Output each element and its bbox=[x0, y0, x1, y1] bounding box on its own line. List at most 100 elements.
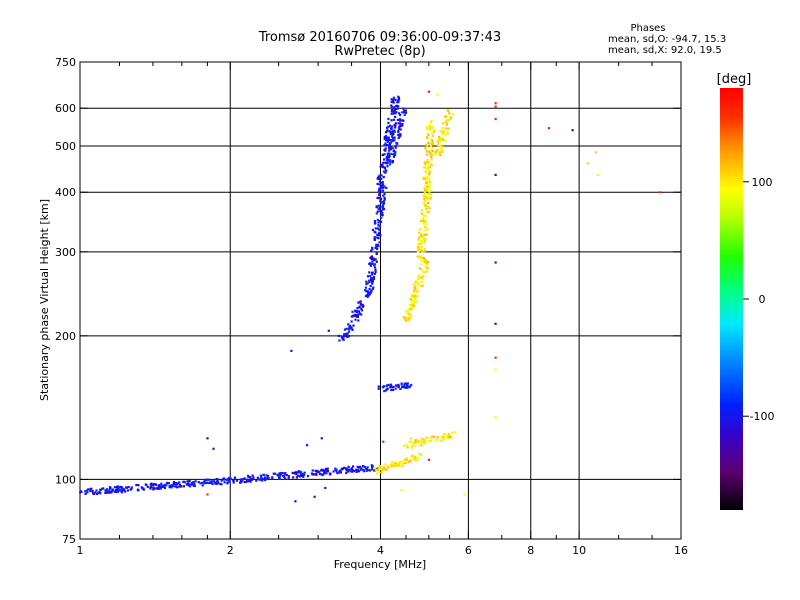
data-point bbox=[391, 125, 394, 128]
data-point bbox=[390, 100, 393, 104]
data-point bbox=[246, 480, 249, 483]
data-point bbox=[402, 119, 405, 122]
data-point bbox=[410, 456, 413, 459]
data-point bbox=[370, 249, 373, 252]
data-point bbox=[398, 118, 402, 121]
stats-x-mode: mean, sd,X: 92.0, 19.5 bbox=[608, 45, 722, 56]
data-point bbox=[114, 490, 117, 494]
data-point bbox=[345, 334, 348, 338]
data-point bbox=[376, 467, 379, 470]
data-point bbox=[377, 208, 380, 211]
data-point bbox=[200, 481, 204, 484]
data-point bbox=[375, 252, 378, 255]
data-point bbox=[371, 273, 374, 276]
data-point bbox=[384, 468, 387, 471]
data-point bbox=[426, 267, 429, 270]
y-tick-label: 100 bbox=[55, 473, 76, 486]
data-point bbox=[420, 444, 423, 447]
chart-subtitle: RwPretec (8p) bbox=[334, 44, 425, 59]
data-point bbox=[388, 141, 391, 145]
colorbar-label: [deg] bbox=[717, 72, 752, 87]
data-point bbox=[379, 183, 382, 186]
data-point bbox=[256, 476, 259, 479]
data-point bbox=[417, 282, 420, 285]
data-point bbox=[378, 193, 381, 197]
data-point bbox=[85, 489, 89, 492]
data-point bbox=[397, 99, 400, 102]
data-point bbox=[384, 171, 387, 174]
data-point bbox=[382, 202, 385, 206]
data-point bbox=[250, 478, 253, 481]
data-point bbox=[98, 490, 101, 494]
data-point bbox=[375, 212, 378, 215]
data-point bbox=[397, 133, 400, 137]
data-point bbox=[375, 206, 379, 209]
x-tick-label: 4 bbox=[377, 544, 384, 557]
data-point bbox=[386, 387, 389, 390]
data-point bbox=[419, 248, 422, 251]
data-point bbox=[382, 194, 385, 197]
data-point bbox=[414, 457, 417, 460]
data-point bbox=[178, 485, 181, 488]
data-point bbox=[362, 469, 365, 472]
data-point bbox=[404, 458, 408, 461]
data-point bbox=[427, 458, 431, 461]
data-point bbox=[347, 469, 350, 472]
data-point bbox=[387, 125, 390, 128]
data-point bbox=[336, 472, 339, 475]
data-point bbox=[411, 294, 414, 297]
data-point bbox=[422, 219, 425, 222]
data-point bbox=[417, 274, 421, 277]
stats-o-mode: mean, sd,O: -94.7, 15.3 bbox=[608, 34, 726, 45]
data-point bbox=[292, 471, 295, 474]
data-point bbox=[373, 263, 377, 266]
data-point bbox=[429, 189, 432, 193]
data-point bbox=[357, 310, 360, 313]
data-point bbox=[378, 225, 382, 228]
data-point bbox=[431, 134, 434, 138]
data-point bbox=[410, 305, 413, 308]
data-point bbox=[396, 101, 399, 104]
data-point bbox=[447, 118, 450, 121]
data-point bbox=[425, 153, 429, 156]
data-point bbox=[374, 270, 377, 273]
data-point bbox=[339, 471, 342, 474]
data-point bbox=[383, 153, 386, 156]
data-point bbox=[356, 307, 359, 310]
data-point bbox=[420, 235, 423, 238]
data-point bbox=[366, 295, 369, 298]
data-point bbox=[425, 181, 428, 184]
data-point bbox=[430, 158, 433, 161]
data-point bbox=[407, 308, 410, 311]
data-point bbox=[389, 127, 393, 130]
data-point bbox=[170, 486, 173, 489]
data-point bbox=[436, 436, 439, 439]
data-point bbox=[241, 478, 244, 481]
data-point bbox=[120, 488, 123, 491]
data-point bbox=[414, 439, 417, 442]
data-point bbox=[408, 317, 411, 320]
data-point bbox=[377, 190, 381, 193]
data-point bbox=[401, 122, 404, 126]
data-point bbox=[386, 152, 389, 155]
data-point bbox=[428, 170, 431, 173]
axis-ticks: 1 2 4 6 8 10 16 75 100 200 300 400 500 600 750 bbox=[55, 56, 688, 557]
data-point bbox=[357, 313, 360, 316]
data-point bbox=[378, 220, 381, 223]
data-point bbox=[431, 126, 434, 129]
data-point bbox=[381, 204, 384, 207]
data-point bbox=[426, 125, 429, 129]
data-point bbox=[379, 186, 382, 189]
data-point bbox=[422, 218, 425, 221]
data-point bbox=[314, 473, 317, 476]
data-point bbox=[409, 308, 412, 311]
data-point bbox=[423, 187, 426, 190]
data-point bbox=[280, 471, 283, 475]
data-point bbox=[199, 482, 202, 485]
data-point bbox=[287, 476, 290, 480]
data-point bbox=[429, 153, 432, 156]
data-point bbox=[395, 111, 398, 114]
data-point bbox=[393, 139, 396, 142]
data-point bbox=[117, 488, 120, 492]
data-point bbox=[371, 246, 374, 249]
